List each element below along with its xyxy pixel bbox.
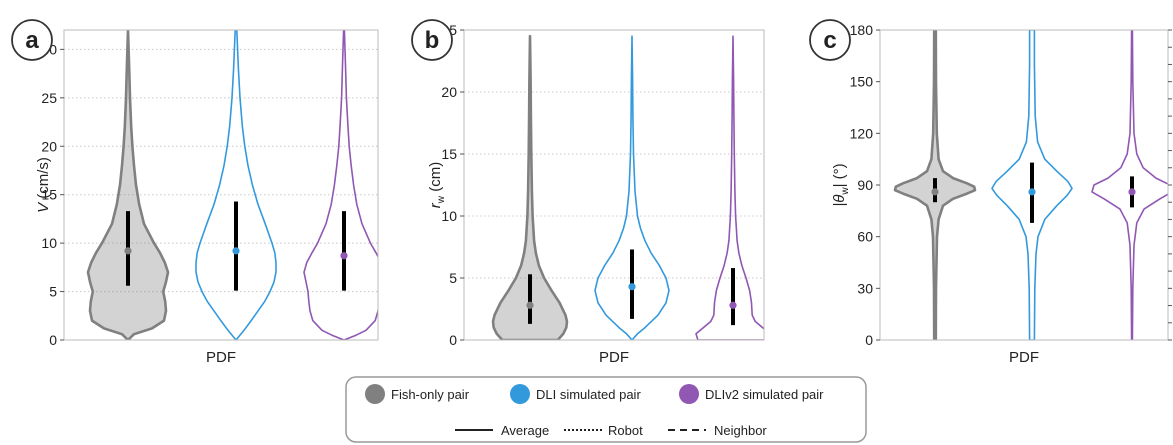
panel-c-right-ticks [1168, 29, 1172, 341]
y-tick-label: 10 [441, 208, 457, 224]
legend-label-fish-only: Fish-only pair [391, 387, 470, 402]
mean-point [729, 301, 737, 309]
legend-label-robot: Robot [608, 423, 643, 438]
panel-a-letter: a [25, 27, 39, 54]
y-tick-label: 20 [41, 138, 57, 154]
legend-label-neighbor: Neighbor [714, 423, 767, 438]
panel-b-frame [463, 29, 765, 341]
violin-fish-only-pair [86, 30, 170, 340]
y-tick-label: 120 [850, 125, 874, 141]
violin-dli-simulated-pair [991, 30, 1073, 340]
y-tick-label: 5 [49, 284, 57, 300]
y-tick-label: 20 [441, 84, 457, 100]
mean-point [526, 301, 534, 309]
panel-a-violins [86, 30, 378, 340]
mean-point [1028, 188, 1036, 196]
y-tick-label: 180 [850, 22, 874, 38]
violin-dli-simulated-pair [195, 30, 277, 340]
panel-b-grid [464, 29, 764, 279]
legend-label-dli: DLI simulated pair [536, 387, 641, 402]
panel-b-xlabel: PDF [599, 349, 629, 366]
violin-dliv2-simulated-pair [695, 35, 764, 340]
panel-a-grid [64, 48, 378, 293]
panel-c-ylabel: |θw| (°) [831, 163, 851, 206]
panel-c-badge [809, 19, 851, 61]
legend-box [345, 376, 867, 443]
panel-c-violins [893, 30, 1168, 340]
y-tick-label: 0 [49, 332, 57, 348]
y-tick-label: 0 [865, 332, 873, 348]
panel-b-violins [491, 34, 764, 340]
panel-c-yticks: 0 30 60 90 120 150 180 [850, 22, 880, 348]
y-tick-label: 150 [850, 74, 874, 90]
y-tick-label: 25 [41, 90, 57, 106]
violin-dliv2-simulated-pair [303, 30, 378, 340]
panel-a-xlabel: PDF [206, 349, 236, 366]
mean-point [124, 247, 132, 255]
legend-swatch-dliv2 [679, 384, 699, 404]
mean-point [232, 247, 240, 255]
mean-point [931, 188, 939, 196]
panel-c-letter: c [823, 27, 836, 54]
panel-b-ylabel: rw (cm) [427, 162, 447, 208]
violin-dliv2-simulated-pair [1091, 30, 1168, 340]
legend: Fish-only pair DLI simulated pair DLIv2 … [345, 376, 867, 443]
y-tick-label: 0 [449, 332, 457, 348]
panel-a-ylabel: V (cm/s) [35, 157, 52, 213]
y-tick-label: 60 [857, 229, 873, 245]
y-tick-label: 15 [441, 146, 457, 162]
y-tick-label: 10 [41, 235, 57, 251]
panel-c: 0 30 60 90 120 150 180 |θw| (°) PDF c [809, 19, 1172, 366]
panel-b-badge [411, 19, 453, 61]
legend-label-dliv2: DLIv2 simulated pair [705, 387, 824, 402]
mean-point [340, 252, 348, 260]
panel-a-frame [63, 29, 379, 341]
legend-swatch-fish-only [365, 384, 385, 404]
mean-point [628, 283, 636, 291]
panel-a-badge [11, 19, 53, 61]
y-tick-label: 30 [857, 280, 873, 296]
legend-label-average: Average [501, 423, 549, 438]
violin-fish-only-pair [491, 34, 569, 340]
y-tick-label: 15 [41, 187, 57, 203]
legend-swatch-dli [510, 384, 530, 404]
mean-point [1128, 188, 1136, 196]
y-tick-label: 90 [857, 177, 873, 193]
violin-dli-simulated-pair [594, 35, 670, 340]
panel-c-xlabel: PDF [1009, 349, 1039, 366]
panel-b-letter: b [425, 27, 440, 54]
y-tick-label: 5 [449, 270, 457, 286]
panel-a: 051015202530 V (cm/s) PDF a [11, 19, 379, 366]
